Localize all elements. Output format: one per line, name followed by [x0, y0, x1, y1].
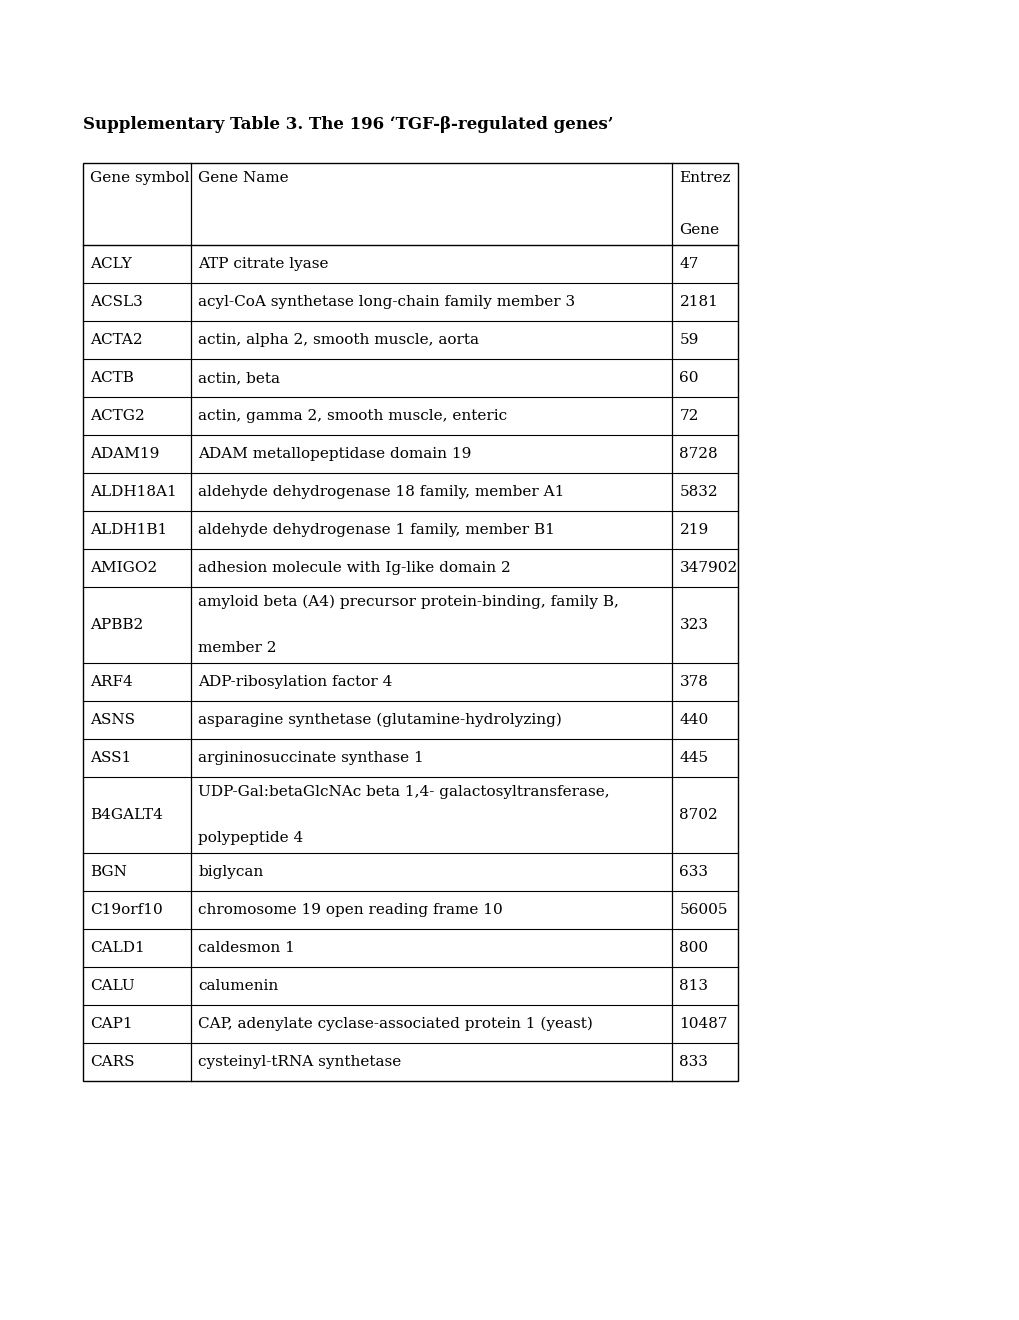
Text: 219: 219 — [679, 523, 708, 537]
Text: aldehyde dehydrogenase 1 family, member B1: aldehyde dehydrogenase 1 family, member … — [198, 523, 554, 537]
Text: Gene: Gene — [679, 223, 719, 238]
Text: ASNS: ASNS — [90, 713, 135, 727]
Text: ACTG2: ACTG2 — [90, 409, 145, 422]
Text: 56005: 56005 — [679, 903, 728, 917]
Text: B4GALT4: B4GALT4 — [90, 808, 163, 822]
Text: caldesmon 1: caldesmon 1 — [198, 941, 294, 954]
Text: ACLY: ACLY — [90, 257, 131, 271]
Text: ADAM19: ADAM19 — [90, 447, 159, 461]
Text: aldehyde dehydrogenase 18 family, member A1: aldehyde dehydrogenase 18 family, member… — [198, 484, 564, 499]
Text: ACTB: ACTB — [90, 371, 133, 385]
Text: ATP citrate lyase: ATP citrate lyase — [198, 257, 328, 271]
Text: CALD1: CALD1 — [90, 941, 145, 954]
Text: adhesion molecule with Ig-like domain 2: adhesion molecule with Ig-like domain 2 — [198, 561, 511, 576]
Text: amyloid beta (A4) precursor protein-binding, family B,: amyloid beta (A4) precursor protein-bind… — [198, 595, 619, 610]
Text: Gene Name: Gene Name — [198, 172, 288, 185]
Text: 813: 813 — [679, 979, 708, 993]
Text: Entrez: Entrez — [679, 172, 731, 185]
Text: calumenin: calumenin — [198, 979, 278, 993]
Text: UDP-Gal:betaGlcNAc beta 1,4- galactosyltransferase,: UDP-Gal:betaGlcNAc beta 1,4- galactosylt… — [198, 785, 609, 799]
Text: 833: 833 — [679, 1055, 707, 1069]
Text: 60: 60 — [679, 371, 698, 385]
Text: AMIGO2: AMIGO2 — [90, 561, 157, 576]
Text: 8702: 8702 — [679, 808, 717, 822]
Text: acyl-CoA synthetase long-chain family member 3: acyl-CoA synthetase long-chain family me… — [198, 294, 575, 309]
Text: argininosuccinate synthase 1: argininosuccinate synthase 1 — [198, 751, 424, 766]
Text: APBB2: APBB2 — [90, 618, 143, 632]
Text: cysteinyl-tRNA synthetase: cysteinyl-tRNA synthetase — [198, 1055, 400, 1069]
Text: 800: 800 — [679, 941, 708, 954]
Text: biglycan: biglycan — [198, 865, 263, 879]
Text: Gene symbol: Gene symbol — [90, 172, 190, 185]
Text: ACTA2: ACTA2 — [90, 333, 143, 347]
Text: ALDH18A1: ALDH18A1 — [90, 484, 176, 499]
Text: CAP, adenylate cyclase-associated protein 1 (yeast): CAP, adenylate cyclase-associated protei… — [198, 1016, 592, 1031]
Text: 5832: 5832 — [679, 484, 717, 499]
Text: 445: 445 — [679, 751, 708, 766]
Text: CARS: CARS — [90, 1055, 135, 1069]
Bar — [83, 162, 738, 1081]
Text: 347902: 347902 — [679, 561, 737, 576]
Text: 8728: 8728 — [679, 447, 717, 461]
Text: 72: 72 — [679, 409, 698, 422]
Text: 59: 59 — [679, 333, 698, 347]
Text: ALDH1B1: ALDH1B1 — [90, 523, 167, 537]
Text: ACSL3: ACSL3 — [90, 294, 143, 309]
Text: ARF4: ARF4 — [90, 675, 132, 689]
Text: ASS1: ASS1 — [90, 751, 131, 766]
Text: ADAM metallopeptidase domain 19: ADAM metallopeptidase domain 19 — [198, 447, 471, 461]
Text: ADP-ribosylation factor 4: ADP-ribosylation factor 4 — [198, 675, 392, 689]
Text: C19orf10: C19orf10 — [90, 903, 163, 917]
Text: 378: 378 — [679, 675, 707, 689]
Text: actin, gamma 2, smooth muscle, enteric: actin, gamma 2, smooth muscle, enteric — [198, 409, 506, 422]
Text: 2181: 2181 — [679, 294, 717, 309]
Text: BGN: BGN — [90, 865, 126, 879]
Text: Supplementary Table 3. The 196 ‘TGF-β-regulated genes’: Supplementary Table 3. The 196 ‘TGF-β-re… — [83, 116, 612, 133]
Text: 633: 633 — [679, 865, 708, 879]
Text: chromosome 19 open reading frame 10: chromosome 19 open reading frame 10 — [198, 903, 502, 917]
Text: CALU: CALU — [90, 979, 135, 993]
Text: polypeptide 4: polypeptide 4 — [198, 832, 303, 845]
Text: 323: 323 — [679, 618, 708, 632]
Text: 47: 47 — [679, 257, 698, 271]
Text: asparagine synthetase (glutamine-hydrolyzing): asparagine synthetase (glutamine-hydroly… — [198, 713, 561, 727]
Text: actin, beta: actin, beta — [198, 371, 280, 385]
Text: member 2: member 2 — [198, 642, 276, 655]
Text: 440: 440 — [679, 713, 708, 727]
Text: 10487: 10487 — [679, 1016, 728, 1031]
Text: actin, alpha 2, smooth muscle, aorta: actin, alpha 2, smooth muscle, aorta — [198, 333, 479, 347]
Text: CAP1: CAP1 — [90, 1016, 132, 1031]
